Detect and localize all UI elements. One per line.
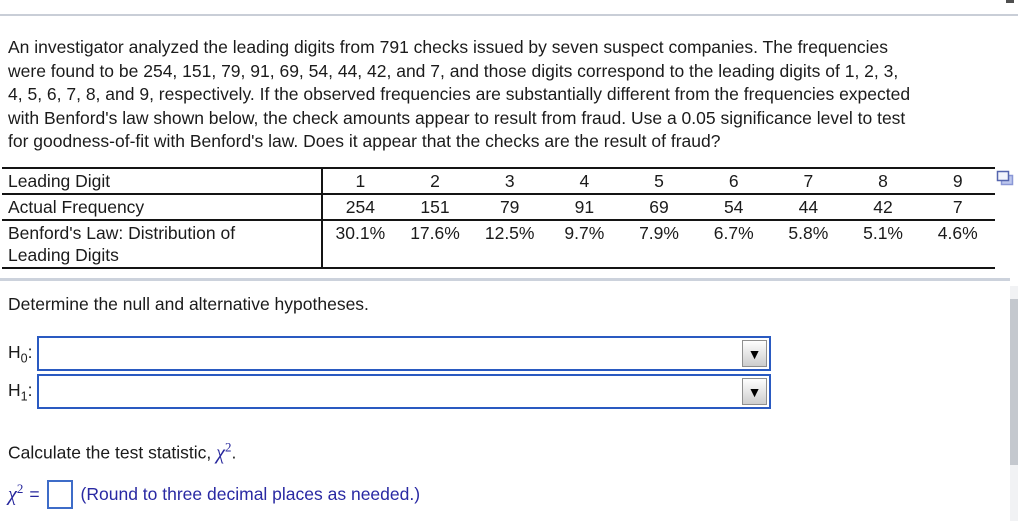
chevron-down-icon: ▼ xyxy=(747,383,762,400)
percent-cell: 7.9% xyxy=(639,223,679,243)
digit-cell: 6 xyxy=(728,171,739,191)
chevron-down-icon: ▼ xyxy=(747,345,762,362)
top-divider xyxy=(0,14,1018,16)
percent-cell: 17.6% xyxy=(410,223,460,243)
table-row-actual-frequency: Actual Frequency 254 151 79 91 69 54 44 … xyxy=(2,195,995,221)
h1-row: H1: ▼ xyxy=(8,374,771,409)
problem-text: An investigator analyzed the leading dig… xyxy=(8,36,910,154)
copy-table-icon[interactable] xyxy=(996,170,1014,187)
problem-line: An investigator analyzed the leading dig… xyxy=(8,37,889,57)
percent-cell: 30.1% xyxy=(335,223,386,243)
digit-cell: 7 xyxy=(803,171,814,191)
frequency-cell: 42 xyxy=(873,197,893,217)
frequency-cell: 254 xyxy=(345,197,375,217)
percent-cell: 5.1% xyxy=(863,223,903,243)
digit-cell: 2 xyxy=(430,171,440,191)
h1-dropdown-button[interactable]: ▼ xyxy=(742,378,767,405)
frequency-cell: 54 xyxy=(723,197,744,217)
test-statistic-prompt: Calculate the test statistic, χ2. xyxy=(8,439,237,464)
h1-label: H1: xyxy=(8,379,33,404)
scrollbar-remnant xyxy=(1006,0,1014,3)
row-label-line: Leading Digits xyxy=(8,245,119,265)
problem-line: for goodness-of-fit with Benford's law. … xyxy=(8,131,721,151)
h1-hypothesis-select[interactable]: ▼ xyxy=(37,374,771,409)
scrollbar-thumb[interactable] xyxy=(1010,299,1018,465)
problem-line: were found to be 254, 151, 79, 91, 69, 5… xyxy=(8,60,899,81)
rounding-instruction: (Round to three decimal places as needed… xyxy=(80,483,421,504)
chi-square-symbol: χ2 xyxy=(216,439,232,464)
digit-cell: 4 xyxy=(579,171,590,191)
benford-frequency-table: Leading Digit 1 2 3 4 5 6 7 8 9 Actual F… xyxy=(2,167,995,269)
frequency-cell: 69 xyxy=(649,197,669,217)
frequency-cell: 79 xyxy=(499,197,520,217)
problem-line: 4, 5, 6, 7, 8, and 9, respectively. If t… xyxy=(8,84,911,104)
hypotheses-prompt: Determine the null and alternative hypot… xyxy=(8,294,369,314)
row-label: Benford's Law: Distribution of Leading D… xyxy=(2,221,323,267)
digit-cell: 9 xyxy=(952,171,963,191)
chi-square-symbol: χ2 xyxy=(8,481,24,506)
h0-dropdown-button[interactable]: ▼ xyxy=(742,340,767,367)
digit-cell: 3 xyxy=(504,171,515,191)
row-label: Leading Digit xyxy=(2,169,323,193)
percent-cell: 5.8% xyxy=(788,223,829,243)
h0-selected-value xyxy=(45,344,735,366)
row-label-line: Benford's Law: Distribution of xyxy=(8,223,236,243)
table-row-leading-digit: Leading Digit 1 2 3 4 5 6 7 8 9 xyxy=(2,169,995,195)
h0-label: H0: xyxy=(8,341,33,366)
section-divider xyxy=(0,278,1010,281)
row-label: Actual Frequency xyxy=(2,195,323,219)
percent-cell: 12.5% xyxy=(484,223,535,243)
percent-cell: 9.7% xyxy=(564,223,605,243)
chi-square-answer-input[interactable] xyxy=(46,479,73,509)
digit-cell: 1 xyxy=(355,171,366,191)
frequency-cell: 44 xyxy=(798,197,819,217)
digit-cell: 8 xyxy=(878,171,888,191)
h0-row: H0: ▼ xyxy=(8,336,771,371)
problem-line: with Benford's law shown below, the chec… xyxy=(8,107,906,128)
table-row-benford-distribution: Benford's Law: Distribution of Leading D… xyxy=(2,221,995,267)
percent-cell: 4.6% xyxy=(937,223,978,243)
h0-hypothesis-select[interactable]: ▼ xyxy=(37,336,771,371)
digit-cell: 5 xyxy=(654,171,664,191)
equals-sign: = xyxy=(29,483,40,504)
h1-selected-value xyxy=(45,382,735,404)
frequency-cell: 7 xyxy=(952,197,963,217)
frequency-cell: 91 xyxy=(574,197,595,217)
frequency-cell: 151 xyxy=(420,197,450,217)
percent-cell: 6.7% xyxy=(713,223,754,243)
chi-square-answer-row: χ2 = (Round to three decimal places as n… xyxy=(8,476,420,512)
